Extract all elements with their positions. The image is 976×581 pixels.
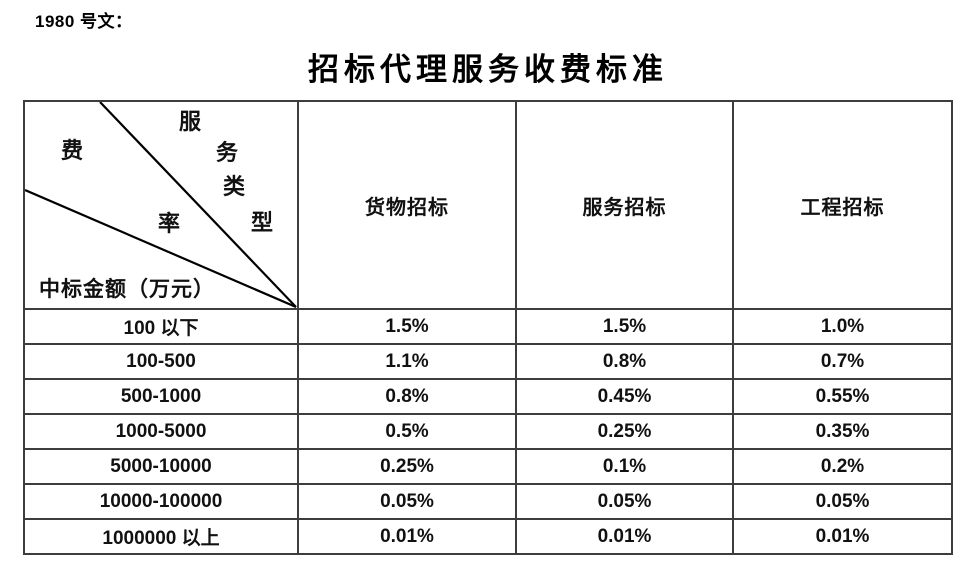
row-label-amount-range: 100-500 xyxy=(23,343,299,380)
table-header-row: 服 务 类 型 费 率 中标金额（万元） 货物招标 服务招标 工程招标 xyxy=(23,100,953,310)
fee-table: 服 务 类 型 费 率 中标金额（万元） 货物招标 服务招标 工程招标 100 … xyxy=(23,100,953,555)
row-label-amount-range: 100 以下 xyxy=(23,308,299,345)
fee-rate-cell: 0.1% xyxy=(515,448,734,485)
fee-rate-cell: 0.25% xyxy=(297,448,517,485)
corner-label-service-type-char: 型 xyxy=(251,210,274,235)
row-label-amount-range: 1000-5000 xyxy=(23,413,299,450)
table-row: 5000-10000 0.25% 0.1% 0.2% xyxy=(23,448,953,485)
table-row: 100-500 1.1% 0.8% 0.7% xyxy=(23,343,953,380)
table-corner-cell: 服 务 类 型 费 率 中标金额（万元） xyxy=(23,100,299,310)
column-header-goods-bidding: 货物招标 xyxy=(297,100,517,310)
corner-label-service-type-char: 服 xyxy=(179,109,202,134)
fee-rate-cell: 0.01% xyxy=(732,518,953,555)
row-label-amount-range: 10000-100000 xyxy=(23,483,299,520)
fee-rate-cell: 0.35% xyxy=(732,413,953,450)
corner-label-fee-rate-char: 率 xyxy=(158,211,181,236)
fee-rate-cell: 0.8% xyxy=(515,343,734,380)
fee-rate-cell: 0.55% xyxy=(732,378,953,415)
column-header-works-bidding: 工程招标 xyxy=(732,100,953,310)
fee-rate-cell: 1.0% xyxy=(732,308,953,345)
fee-rate-cell: 0.5% xyxy=(297,413,517,450)
corner-label-fee-rate-char: 费 xyxy=(61,138,84,163)
fee-rate-cell: 0.05% xyxy=(515,483,734,520)
fee-rate-cell: 0.45% xyxy=(515,378,734,415)
fee-rate-cell: 0.7% xyxy=(732,343,953,380)
row-label-amount-range: 5000-10000 xyxy=(23,448,299,485)
doc-ref-number: 1980 号文： xyxy=(35,12,133,31)
fee-rate-cell: 0.01% xyxy=(515,518,734,555)
table-row: 1000000 以上 0.01% 0.01% 0.01% xyxy=(23,518,953,555)
table-row: 1000-5000 0.5% 0.25% 0.35% xyxy=(23,413,953,450)
table-row: 100 以下 1.5% 1.5% 1.0% xyxy=(23,308,953,345)
fee-rate-cell: 1.5% xyxy=(297,308,517,345)
fee-rate-cell: 1.1% xyxy=(297,343,517,380)
corner-label-service-type-char: 类 xyxy=(223,174,246,199)
fee-rate-cell: 0.8% xyxy=(297,378,517,415)
row-label-amount-range: 1000000 以上 xyxy=(23,518,299,555)
column-header-service-bidding: 服务招标 xyxy=(515,100,734,310)
table-row: 10000-100000 0.05% 0.05% 0.05% xyxy=(23,483,953,520)
table-row: 500-1000 0.8% 0.45% 0.55% xyxy=(23,378,953,415)
fee-rate-cell: 0.2% xyxy=(732,448,953,485)
fee-rate-cell: 0.01% xyxy=(297,518,517,555)
fee-rate-cell: 0.25% xyxy=(515,413,734,450)
row-label-amount-range: 500-1000 xyxy=(23,378,299,415)
corner-label-bid-amount: 中标金额（万元） xyxy=(39,277,215,301)
fee-rate-cell: 1.5% xyxy=(515,308,734,345)
page-title: 招标代理服务收费标准 xyxy=(308,52,668,87)
corner-label-service-type-char: 务 xyxy=(216,140,239,165)
diagonal-split-lines-icon xyxy=(26,103,296,307)
fee-rate-cell: 0.05% xyxy=(732,483,953,520)
fee-rate-cell: 0.05% xyxy=(297,483,517,520)
